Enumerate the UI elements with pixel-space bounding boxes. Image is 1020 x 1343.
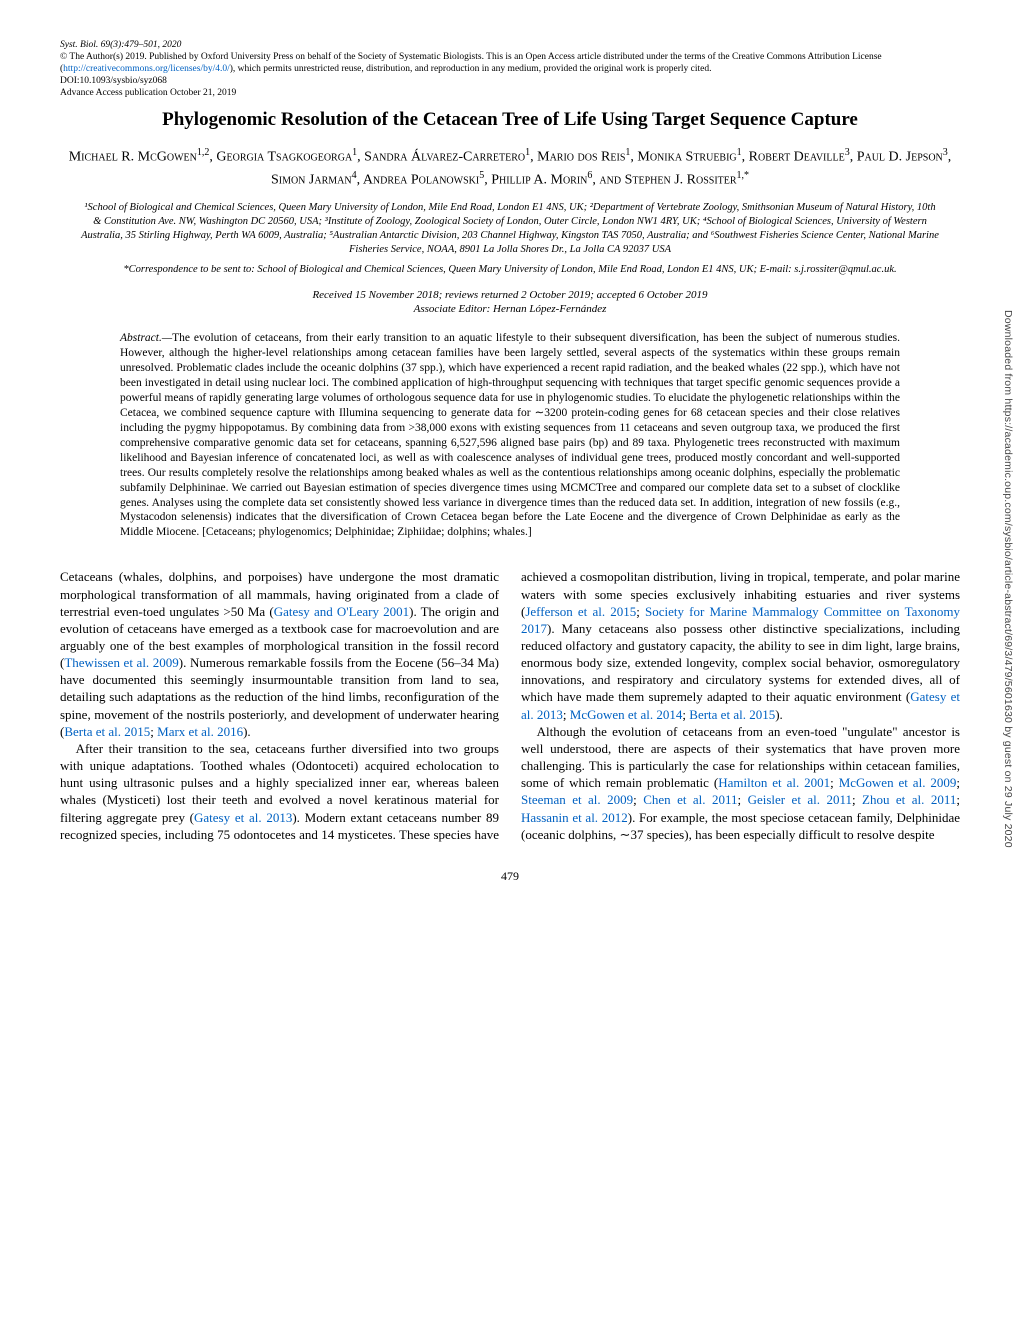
affiliations: ¹School of Biological and Chemical Scien…	[80, 201, 940, 258]
abstract-label: Abstract.—	[120, 332, 172, 344]
associate-editor-line: Associate Editor: Hernan López-Fernández	[60, 302, 960, 317]
body-paragraph-1: Cetaceans (whales, dolphins, and porpois…	[60, 568, 499, 740]
ref-link[interactable]: Zhou et al. 2011	[862, 792, 956, 807]
ref-link[interactable]: Gatesy and O'Leary 2001	[274, 604, 409, 619]
text: ;	[852, 792, 862, 807]
history-block: Received 15 November 2018; reviews retur…	[60, 288, 960, 318]
text: ;	[633, 792, 643, 807]
journal-citation: Syst. Biol. 69(3):479–501, 2020	[60, 40, 181, 50]
text: ). Many cetaceans also possess other dis…	[521, 621, 960, 705]
download-sidebar-text: Downloaded from https://academic.oup.com…	[1002, 310, 1014, 848]
ref-link[interactable]: McGowen et al. 2009	[839, 775, 957, 790]
license-tail: ), which permits unrestricted reuse, dis…	[230, 64, 712, 74]
ref-link[interactable]: Thewissen et al. 2009	[64, 655, 178, 670]
text: ).	[775, 707, 783, 722]
advance-access-line: Advance Access publication October 21, 2…	[60, 88, 960, 100]
text: ).	[243, 724, 251, 739]
ref-link[interactable]: McGowen et al. 2014	[570, 707, 683, 722]
text: ;	[956, 775, 960, 790]
journal-meta: Syst. Biol. 69(3):479–501, 2020 © The Au…	[60, 40, 960, 99]
author-list: Michael R. McGowen1,2, Georgia Tsagkogeo…	[60, 145, 960, 190]
ref-link[interactable]: Geisler et al. 2011	[748, 792, 852, 807]
text: ;	[563, 707, 570, 722]
ref-link[interactable]: Marx et al. 2016	[157, 724, 243, 739]
received-line: Received 15 November 2018; reviews retur…	[60, 288, 960, 303]
journal-line: Syst. Biol. 69(3):479–501, 2020	[60, 40, 960, 52]
abstract: Abstract.—The evolution of cetaceans, fr…	[120, 331, 900, 540]
article-title: Phylogenomic Resolution of the Cetacean …	[60, 109, 960, 131]
body-columns: Cetaceans (whales, dolphins, and porpois…	[60, 568, 960, 843]
text: ;	[830, 775, 839, 790]
copyright-line: © The Author(s) 2019. Published by Oxfor…	[60, 52, 960, 76]
text: ;	[956, 792, 960, 807]
correspondence: *Correspondence to be sent to: School of…	[80, 263, 940, 277]
text: ;	[738, 792, 748, 807]
ref-link[interactable]: Steeman et al. 2009	[521, 792, 633, 807]
abstract-body: The evolution of cetaceans, from their e…	[120, 332, 900, 538]
body-paragraph-3: Although the evolution of cetaceans from…	[521, 723, 960, 843]
page-number: 479	[60, 869, 960, 884]
ref-link[interactable]: Hassanin et al. 2012	[521, 810, 628, 825]
ref-link[interactable]: Hamilton et al. 2001	[718, 775, 830, 790]
doi-line: DOI:10.1093/sysbio/syz068	[60, 76, 960, 88]
ref-link[interactable]: Jefferson et al. 2015	[525, 604, 636, 619]
ref-link[interactable]: Berta et al. 2015	[64, 724, 150, 739]
page-container: Downloaded from https://academic.oup.com…	[0, 0, 1020, 924]
ref-link[interactable]: Berta et al. 2015	[689, 707, 775, 722]
text: ;	[636, 604, 645, 619]
license-link[interactable]: http://creativecommons.org/licenses/by/4…	[63, 64, 230, 74]
ref-link[interactable]: Chen et al. 2011	[643, 792, 737, 807]
ref-link[interactable]: Gatesy et al. 2013	[194, 810, 292, 825]
